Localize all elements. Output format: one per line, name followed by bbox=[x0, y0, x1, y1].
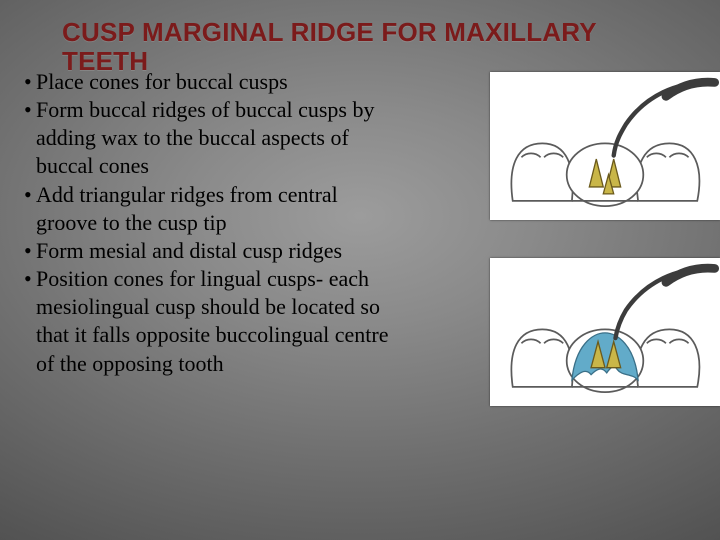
body-text: Place cones for buccal cusps Form buccal… bbox=[24, 68, 404, 378]
bullet-item: Place cones for buccal cusps bbox=[24, 68, 404, 96]
bullet-item: Form mesial and distal cusp ridges bbox=[24, 237, 404, 265]
bullet-item: Position cones for lingual cusps- each m… bbox=[24, 265, 404, 378]
tooth-drawing-icon bbox=[490, 258, 720, 406]
slide-title: CUSP MARGINAL RIDGE FOR MAXILLARY TEETH bbox=[0, 18, 720, 75]
illustration-bottom bbox=[490, 258, 720, 406]
tooth-drawing-icon bbox=[490, 72, 720, 220]
bullet-item: Add triangular ridges from central groov… bbox=[24, 181, 404, 237]
slide: CUSP MARGINAL RIDGE FOR MAXILLARY TEETH … bbox=[0, 0, 720, 540]
bullet-item: Form buccal ridges of buccal cusps by ad… bbox=[24, 96, 404, 180]
illustration-top bbox=[490, 72, 720, 220]
